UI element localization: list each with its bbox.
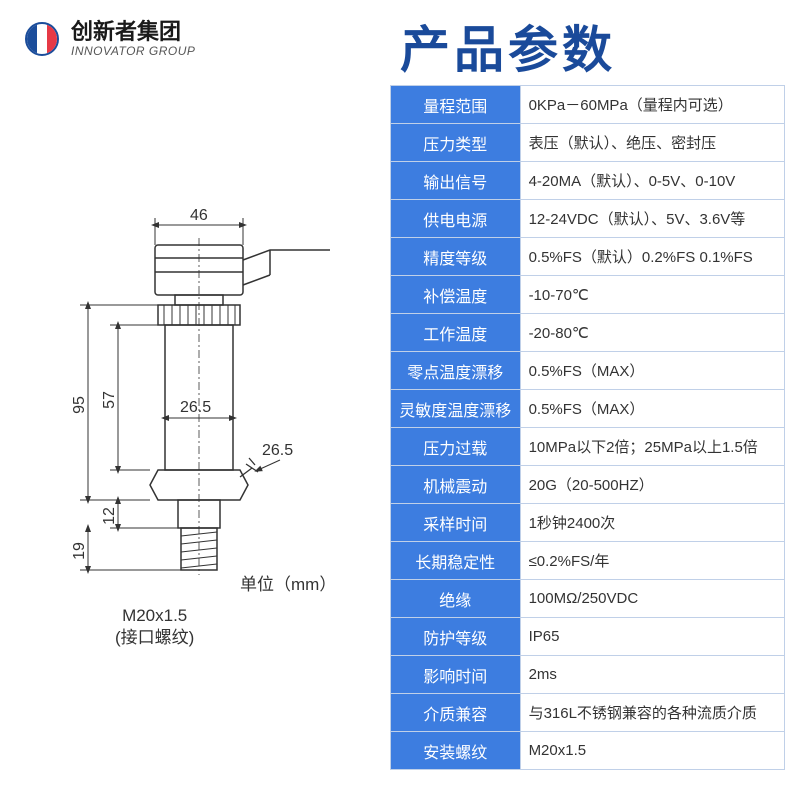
spec-value: -10-70℃ — [520, 276, 784, 314]
spec-label: 量程范围 — [391, 86, 521, 124]
table-row: 绝缘100MΩ/250VDC — [391, 580, 785, 618]
svg-text:46: 46 — [190, 207, 208, 224]
spec-value: 0.5%FS（MAX） — [520, 352, 784, 390]
table-row: 防护等级IP65 — [391, 618, 785, 656]
table-row: 机械震动20G（20-500HZ） — [391, 466, 785, 504]
spec-label: 机械震动 — [391, 466, 521, 504]
brand-name-en: INNOVATOR GROUP — [71, 44, 195, 58]
logo-icon — [25, 22, 59, 56]
brand-name-cn: 创新者集团 — [71, 20, 195, 44]
spec-value: 10MPa以下2倍；25MPa以上1.5倍 — [520, 428, 784, 466]
spec-label: 影响时间 — [391, 656, 521, 694]
table-row: 精度等级0.5%FS（默认）0.2%FS 0.1%FS — [391, 238, 785, 276]
table-row: 采样时间1秒钟2400次 — [391, 504, 785, 542]
table-row: 影响时间2ms — [391, 656, 785, 694]
table-row: 压力类型表压（默认）、绝压、密封压 — [391, 124, 785, 162]
spec-value: M20x1.5 — [520, 732, 784, 770]
spec-label: 长期稳定性 — [391, 542, 521, 580]
dimension-diagram: 46 26.5 26.5 95 57 12 19 — [30, 200, 370, 630]
spec-value: 2ms — [520, 656, 784, 694]
spec-value: 100MΩ/250VDC — [520, 580, 784, 618]
spec-value: IP65 — [520, 618, 784, 656]
spec-label: 补偿温度 — [391, 276, 521, 314]
table-row: 量程范围0KPa－60MPa（量程内可选） — [391, 86, 785, 124]
spec-label: 介质兼容 — [391, 694, 521, 732]
spec-label: 精度等级 — [391, 238, 521, 276]
spec-value: 1秒钟2400次 — [520, 504, 784, 542]
table-row: 工作温度-20-80℃ — [391, 314, 785, 352]
brand-header: 创新者集团 INNOVATOR GROUP — [25, 20, 195, 58]
spec-label: 零点温度漂移 — [391, 352, 521, 390]
table-row: 灵敏度温度漂移0.5%FS（MAX） — [391, 390, 785, 428]
table-row: 零点温度漂移0.5%FS（MAX） — [391, 352, 785, 390]
unit-label: 单位（mm） — [240, 570, 336, 595]
svg-text:26.5: 26.5 — [180, 399, 211, 416]
table-row: 补偿温度-10-70℃ — [391, 276, 785, 314]
spec-label: 压力过载 — [391, 428, 521, 466]
spec-value: 20G（20-500HZ） — [520, 466, 784, 504]
table-row: 长期稳定性≤0.2%FS/年 — [391, 542, 785, 580]
page-title: 产品参数 — [400, 10, 616, 82]
spec-label: 采样时间 — [391, 504, 521, 542]
spec-value: -20-80℃ — [520, 314, 784, 352]
svg-text:95: 95 — [71, 396, 88, 414]
spec-label: 压力类型 — [391, 124, 521, 162]
table-row: 安装螺纹M20x1.5 — [391, 732, 785, 770]
table-row: 供电电源12-24VDC（默认）、5V、3.6V等 — [391, 200, 785, 238]
spec-label: 供电电源 — [391, 200, 521, 238]
svg-text:57: 57 — [101, 391, 118, 409]
thread-label: M20x1.5 (接口螺纹) — [115, 605, 194, 649]
svg-text:19: 19 — [71, 542, 88, 560]
spec-value: 0.5%FS（默认）0.2%FS 0.1%FS — [520, 238, 784, 276]
spec-label: 绝缘 — [391, 580, 521, 618]
spec-label: 防护等级 — [391, 618, 521, 656]
spec-label: 工作温度 — [391, 314, 521, 352]
spec-label: 输出信号 — [391, 162, 521, 200]
table-row: 压力过载10MPa以下2倍；25MPa以上1.5倍 — [391, 428, 785, 466]
spec-value: 4-20MA（默认）、0-5V、0-10V — [520, 162, 784, 200]
spec-value: 0KPa－60MPa（量程内可选） — [520, 86, 784, 124]
specs-table: 量程范围0KPa－60MPa（量程内可选）压力类型表压（默认）、绝压、密封压输出… — [390, 85, 785, 770]
spec-label: 灵敏度温度漂移 — [391, 390, 521, 428]
spec-value: ≤0.2%FS/年 — [520, 542, 784, 580]
spec-label: 安装螺纹 — [391, 732, 521, 770]
spec-value: 0.5%FS（MAX） — [520, 390, 784, 428]
svg-text:12: 12 — [101, 507, 118, 525]
spec-value: 表压（默认）、绝压、密封压 — [520, 124, 784, 162]
spec-value: 12-24VDC（默认）、5V、3.6V等 — [520, 200, 784, 238]
table-row: 输出信号4-20MA（默认）、0-5V、0-10V — [391, 162, 785, 200]
spec-value: 与316L不锈钢兼容的各种流质介质 — [520, 694, 784, 732]
svg-text:26.5: 26.5 — [262, 442, 293, 459]
table-row: 介质兼容与316L不锈钢兼容的各种流质介质 — [391, 694, 785, 732]
